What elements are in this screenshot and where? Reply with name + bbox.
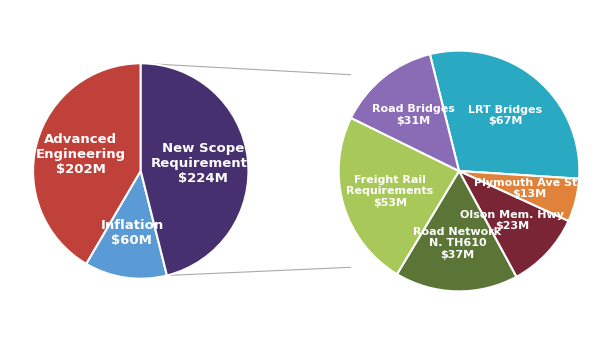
Text: New Scope
Requirements
$224M: New Scope Requirements $224M — [151, 142, 255, 185]
Wedge shape — [86, 171, 167, 279]
Wedge shape — [33, 63, 141, 264]
Wedge shape — [397, 171, 517, 291]
Wedge shape — [351, 54, 459, 171]
Text: Plymouth Ave Sta
$13M: Plymouth Ave Sta $13M — [474, 178, 584, 199]
Wedge shape — [459, 171, 569, 277]
Text: Road Bridges
$31M: Road Bridges $31M — [372, 104, 455, 126]
Text: Freight Rail
Requirements
$53M: Freight Rail Requirements $53M — [346, 175, 433, 208]
Wedge shape — [430, 51, 580, 179]
Text: Olson Mem. Hwy
$23M: Olson Mem. Hwy $23M — [460, 210, 564, 231]
Text: LRT Bridges
$67M: LRT Bridges $67M — [468, 105, 542, 126]
Wedge shape — [459, 171, 579, 221]
Wedge shape — [141, 63, 248, 275]
Text: Road Network
N. TH610
$37M: Road Network N. TH610 $37M — [413, 227, 501, 260]
Wedge shape — [338, 118, 459, 274]
Text: Advanced
Engineering
$202M: Advanced Engineering $202M — [35, 133, 125, 176]
Text: Inflation
$60M: Inflation $60M — [100, 219, 163, 247]
